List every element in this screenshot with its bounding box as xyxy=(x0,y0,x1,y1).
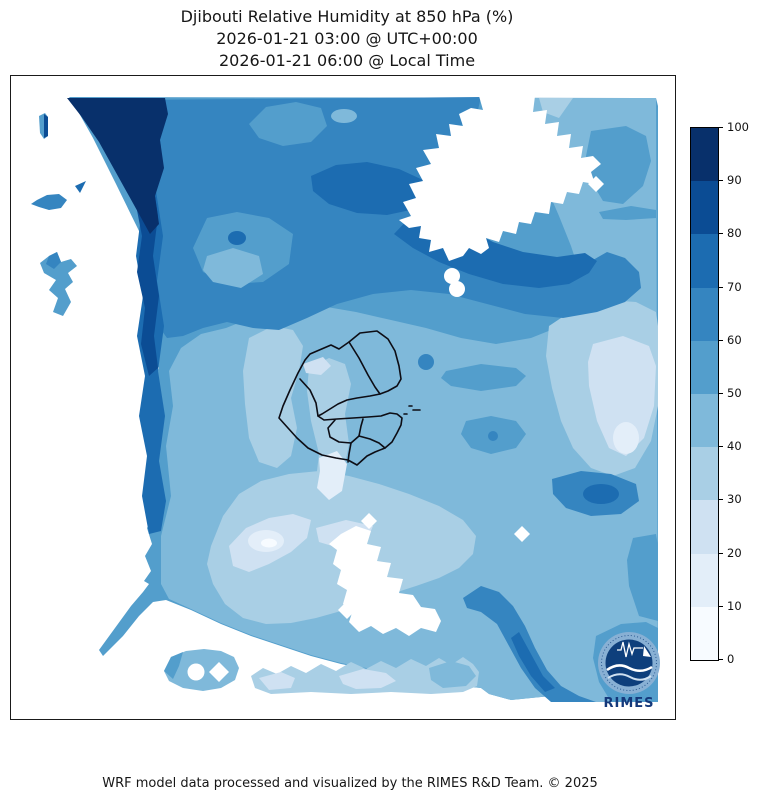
colorbar-tick xyxy=(718,659,723,661)
contour-70-80-dot xyxy=(228,231,246,245)
colorbar-tick xyxy=(718,553,723,555)
humidity-contour-map: RIMES xyxy=(31,96,660,711)
contour-20-30-country xyxy=(303,357,331,375)
contour-10-20-country xyxy=(317,451,347,500)
logo-wordmark: RIMES xyxy=(603,696,654,711)
region-border-tadjourah xyxy=(299,378,319,417)
contour-50-60-center-blob xyxy=(441,364,526,391)
colorbar-tick xyxy=(718,127,723,129)
contour-30-40-topright xyxy=(539,98,573,118)
contour-40-50-mid-inner xyxy=(203,248,263,288)
blank-diamond-s3 xyxy=(514,526,530,542)
logo-ring-text-hint xyxy=(601,635,657,691)
strip-hole-diamond xyxy=(209,662,229,682)
colorbar-seg-20-30 xyxy=(691,500,718,554)
strip-east-light2 xyxy=(339,669,396,689)
colorbar-tick xyxy=(718,606,723,608)
colorbar-seg-50-60 xyxy=(691,340,718,394)
strip-east-light1 xyxy=(259,672,295,690)
logo-wave-2 xyxy=(607,673,652,681)
colorbar-seg-40-50 xyxy=(691,393,718,448)
colorbar-label-20: 20 xyxy=(727,546,742,560)
colorbar-seg-30-40 xyxy=(691,447,718,501)
map-axes-frame: RIMES xyxy=(10,75,676,720)
contour-50-60-top-blob xyxy=(249,102,327,146)
contour-60-70-snake xyxy=(463,586,596,702)
blank-diamond-s2 xyxy=(338,601,356,619)
colorbar-label-70: 70 xyxy=(727,280,742,294)
logo-wave-1 xyxy=(606,664,653,672)
region-border-dikhil xyxy=(347,442,352,463)
colorbar-seg-60-70 xyxy=(691,287,718,341)
contour-10-20-east xyxy=(613,422,639,454)
strip-east-mid xyxy=(429,661,476,688)
contour-0-10-spot xyxy=(261,538,277,548)
colorbar-tick xyxy=(718,393,723,395)
colorbar-label-80: 80 xyxy=(727,226,742,240)
contour-20-30-east xyxy=(588,336,656,456)
colorbar-label-10: 10 xyxy=(727,599,742,613)
colorbar-tick xyxy=(718,446,723,448)
colorbar-tick xyxy=(718,287,723,289)
strip-cluster-accent xyxy=(164,652,183,679)
contour-40-50-top-dot xyxy=(331,109,357,123)
colorbar-tick xyxy=(718,340,723,342)
plot-title: Djibouti Relative Humidity at 850 hPa (%… xyxy=(0,6,694,72)
colorbar-label-50: 50 xyxy=(727,386,742,400)
colorbar-seg-80-90 xyxy=(691,181,718,235)
region-border-arta xyxy=(327,418,364,444)
region-border-alisabieh xyxy=(358,435,386,449)
colorbar-seg-70-80 xyxy=(691,234,718,288)
colorbar-seg-10-20 xyxy=(691,553,718,607)
colorbar-label-0: 0 xyxy=(727,652,735,666)
region-border-obock xyxy=(348,341,381,395)
blank-lobe-south xyxy=(329,526,441,636)
contour-50-60-streak xyxy=(599,206,656,220)
island-fish xyxy=(31,194,67,210)
title-line-3: 2026-01-21 06:00 @ Local Time xyxy=(218,51,476,70)
island-sliver-dark xyxy=(44,114,48,138)
blank-hole-1 xyxy=(444,268,460,284)
colorbar-seg-90-100 xyxy=(691,128,718,182)
colorbar-label-100: 100 xyxy=(727,120,749,134)
djibouti-borders xyxy=(278,330,421,466)
colorbar-seg-0-10 xyxy=(691,606,718,660)
country-outline xyxy=(278,330,403,466)
contour-30-40-west xyxy=(243,326,303,468)
contour-50-60-right-edge xyxy=(627,534,658,621)
island-x-blob xyxy=(40,252,77,316)
colorbar-label-60: 60 xyxy=(727,333,742,347)
colorbar-label-90: 90 xyxy=(727,173,742,187)
blank-hole-2 xyxy=(449,281,465,297)
colorbar-label-30: 30 xyxy=(727,492,742,506)
logo-signal-icon xyxy=(617,641,643,658)
logo-sail-icon xyxy=(643,646,651,657)
contour-70-80-right-core xyxy=(583,484,619,504)
contour-90-100-wedge xyxy=(67,98,168,234)
blank-patch-upper xyxy=(399,96,601,261)
contour-60-70-obock-dot xyxy=(418,354,434,370)
colorbar-tick xyxy=(718,233,723,235)
colorbar xyxy=(690,127,719,661)
title-line-1: Djibouti Relative Humidity at 850 hPa (%… xyxy=(180,7,514,26)
contour-70-80-mid-blob xyxy=(311,162,429,215)
contour-60-70-dot xyxy=(488,431,498,441)
colorbar-label-40: 40 xyxy=(727,439,742,453)
strip-hole-circle xyxy=(187,663,205,681)
colorbar-tick xyxy=(718,180,723,182)
rimes-logo: RIMES xyxy=(598,632,660,711)
contour-70-80-snake-core xyxy=(511,632,555,692)
island-triangle xyxy=(75,181,86,193)
footer-caption: WRF model data processed and visualized … xyxy=(102,776,598,791)
title-line-2: 2026-01-21 03:00 @ UTC+00:00 xyxy=(216,29,478,48)
blank-diamond-ne xyxy=(588,176,604,192)
colorbar-tick xyxy=(718,499,723,501)
island-x-blob-dark xyxy=(46,252,61,269)
blank-diamond-s1 xyxy=(361,513,377,529)
